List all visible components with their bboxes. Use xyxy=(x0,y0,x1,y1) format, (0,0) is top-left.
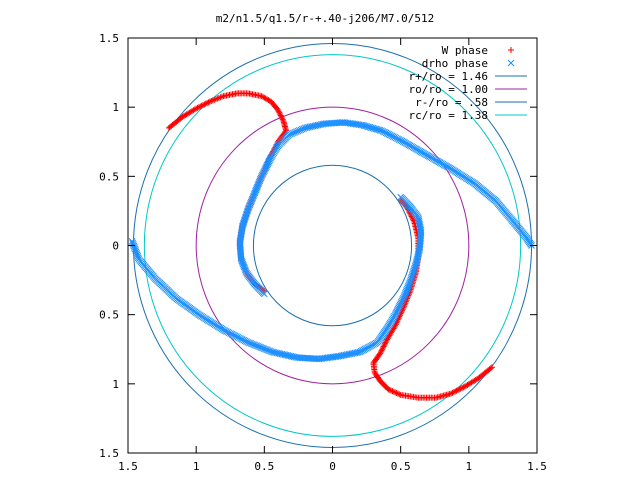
marker-0-1-21 xyxy=(461,383,468,390)
marker-0-0-83 xyxy=(277,112,284,119)
marker-0-1-108 xyxy=(381,340,388,347)
marker-0-0-27 xyxy=(201,101,208,108)
legend-marker-1 xyxy=(507,59,515,67)
y-tick-label-6: 1.5 xyxy=(99,447,119,460)
marker-0-1-65 xyxy=(394,390,401,397)
x-tick-label-0: 1.5 xyxy=(118,460,138,473)
marker-0-0-23 xyxy=(195,104,202,111)
marker-0-0-80 xyxy=(275,108,282,115)
marker-0-1-109 xyxy=(382,339,389,346)
marker-0-1-26 xyxy=(454,387,461,394)
marker-0-1-25 xyxy=(456,386,463,393)
marker-0-1-67 xyxy=(392,389,399,396)
marker-0-1-64 xyxy=(396,391,403,398)
marker-0-1-102 xyxy=(377,349,384,356)
legend-label-0: W phase xyxy=(442,44,488,57)
marker-0-1-103 xyxy=(378,347,385,354)
y-tick-label-3: 0 xyxy=(112,240,119,253)
marker-0-0-30 xyxy=(205,99,212,106)
x-tick-label-6: 1.5 xyxy=(527,460,547,473)
circle-1 xyxy=(195,106,470,385)
legend-label-1: drho phase xyxy=(422,57,488,70)
marker-0-1-104 xyxy=(379,346,386,353)
marker-0-0-86 xyxy=(279,116,286,123)
marker-0-0-85 xyxy=(279,115,286,122)
marker-0-1-63 xyxy=(397,391,404,398)
x-tick-label-2: 0.5 xyxy=(254,460,274,473)
marker-0-1-27 xyxy=(453,387,460,394)
marker-0-0-82 xyxy=(277,111,284,118)
marker-0-1-86 xyxy=(372,370,379,377)
marker-1-1-289 xyxy=(128,237,136,245)
marker-0-0-29 xyxy=(204,100,211,107)
marker-0-1-29 xyxy=(450,389,457,396)
marker-0-0-22 xyxy=(194,104,201,111)
chart-title: m2/n1.5/q1.5/r-+.40-j206/M7.0/512 xyxy=(216,12,435,25)
legend-label-2: r+/ro = 1.46 xyxy=(409,70,488,83)
marker-0-1-106 xyxy=(380,343,387,350)
legend-label-4: r-/ro = .58 xyxy=(415,96,488,109)
marker-0-1-23 xyxy=(459,384,466,391)
marker-0-0-21 xyxy=(193,105,200,112)
marker-0-0-84 xyxy=(278,113,285,120)
marker-0-0-28 xyxy=(202,100,209,107)
marker-0-1-107 xyxy=(381,342,388,349)
marker-0-1-70 xyxy=(388,387,395,394)
circle-3 xyxy=(143,54,522,437)
marker-1-1-288 xyxy=(129,239,137,247)
marker-0-1-69 xyxy=(389,388,396,395)
x-tick-label-4: 0.5 xyxy=(391,460,411,473)
circle-2 xyxy=(252,164,413,327)
y-tick-label-0: 1.5 xyxy=(99,32,119,45)
marker-0-1-68 xyxy=(390,388,397,395)
y-tick-label-1: 1 xyxy=(112,101,119,114)
axis-ticks: 1.5 1 0.5 0 0.5 1 1.51.510.500.511.5 xyxy=(99,32,547,473)
y-tick-label-4: 0.5 xyxy=(99,309,119,322)
marker-0-1-110 xyxy=(383,337,390,344)
x-tick-label-1: 1 xyxy=(193,460,200,473)
legend-label-3: ro/ro = 1.00 xyxy=(409,83,488,96)
x-tick-label-3: 0 xyxy=(329,460,336,473)
marker-0-1-22 xyxy=(460,384,467,391)
legend-label-5: rc/ro = 1.38 xyxy=(409,109,488,122)
marker-0-1-24 xyxy=(457,385,464,392)
marker-0-0-26 xyxy=(199,102,206,109)
x-tick-label-5: 1 xyxy=(466,460,473,473)
marker-0-0-79 xyxy=(274,106,281,113)
marker-0-0-25 xyxy=(198,102,205,109)
marker-0-1-66 xyxy=(393,390,400,397)
marker-0-1-28 xyxy=(452,388,459,395)
legend-marker-0 xyxy=(508,47,514,53)
marker-0-0-24 xyxy=(197,103,204,110)
y-tick-label-5: 1 xyxy=(112,378,119,391)
marker-0-1-101 xyxy=(377,350,384,357)
marker-0-1-30 xyxy=(449,389,456,396)
marker-0-0-81 xyxy=(276,109,283,116)
marker-0-1-105 xyxy=(379,344,386,351)
y-tick-label-2: 0.5 xyxy=(99,170,119,183)
data-points xyxy=(128,90,535,401)
